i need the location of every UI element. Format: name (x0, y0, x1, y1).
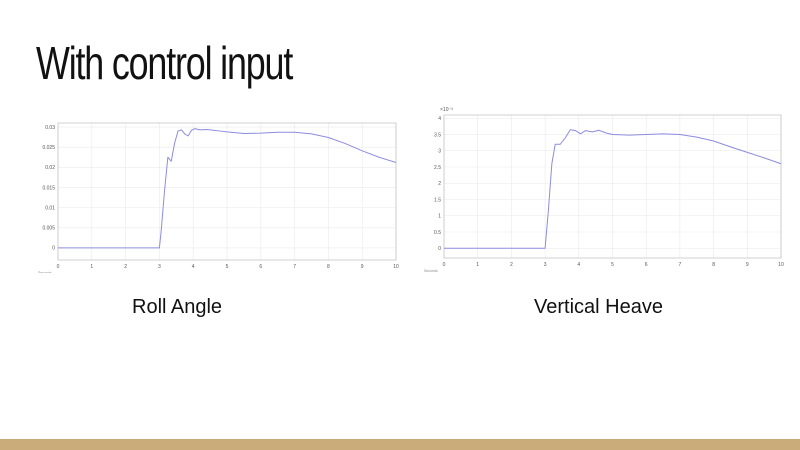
x-tick-label: 9 (361, 264, 364, 270)
plot-frame (57, 122, 397, 261)
x-tick-label: 4 (577, 262, 580, 268)
x-tick-label: 1 (476, 262, 479, 268)
x-tick-label: 2 (124, 264, 127, 270)
x-tick-label: 5 (611, 262, 614, 268)
x-tick-label: 6 (259, 264, 262, 270)
x-tick-label: 10 (393, 264, 399, 270)
y-tick-label: 2.5 (434, 165, 441, 171)
y-tick-label: 0.005 (42, 226, 55, 232)
x-tick-label: 3 (544, 262, 547, 268)
plot-frame (443, 114, 782, 259)
y-tick-label: 3.5 (434, 132, 441, 138)
y-tick-label: 0.5 (434, 230, 441, 236)
x-tick-label: 3 (158, 264, 161, 270)
series-line (444, 129, 782, 249)
x-tick-label: 7 (679, 262, 682, 268)
vertical-heave-chart: 0 1 2 3 4 5 6 7 8 9 10 0 0.5 1 1.5 2 2.5 3 3.5 4 Seconds ×10⁻… (424, 105, 788, 273)
x-tick-label: 5 (226, 264, 229, 270)
y-tick-label: 0.025 (42, 145, 55, 151)
x-tick-label: 4 (192, 264, 195, 270)
x-tick-label: 0 (443, 262, 446, 268)
vertical-heave-chart-svg: 0 1 2 3 4 5 6 7 8 9 10 0 0.5 1 1.5 2 2.5 3 3.5 4 Seconds ×10⁻… (424, 107, 784, 273)
x-axis-note: Seconds (38, 271, 52, 273)
footer-bar (0, 439, 800, 450)
series-line (58, 128, 397, 249)
y-tick-label: 0.01 (45, 205, 55, 211)
x-tick-label: 1 (90, 264, 93, 270)
x-tick-label: 0 (57, 264, 60, 270)
y-tick-label: 2 (438, 181, 441, 187)
y-tick-label: 0.03 (45, 125, 55, 131)
roll-angle-chart: 0 1 2 3 4 5 6 7 8 9 10 0 0.005 0.01 0.015 0.02 0.025 0.03… (36, 117, 400, 273)
x-tick-label: 2 (510, 262, 513, 268)
roll-angle-chart-svg: 0 1 2 3 4 5 6 7 8 9 10 0 0.005 0.01 0.015 0.02 0.025 0.03… (38, 122, 399, 273)
y-tick-label: 0 (52, 246, 55, 252)
x-axis-note: Seconds (424, 269, 438, 273)
x-tick-label: 10 (778, 262, 784, 268)
y-tick-label: 3 (438, 149, 441, 155)
roll-angle-caption: Roll Angle (132, 296, 223, 318)
x-tick-label: 7 (293, 264, 296, 270)
x-tick-label: 8 (327, 264, 330, 270)
y-tick-label: 1.5 (434, 197, 441, 203)
y-tick-label: 0 (438, 246, 441, 252)
vertical-heave-caption: Vertical Heave (534, 296, 663, 318)
slide-title: With control input (36, 37, 293, 89)
y-tick-label: 1 (438, 214, 441, 220)
y-tick-label: 0.02 (45, 165, 55, 171)
y-tick-label: 4 (438, 116, 441, 122)
x-tick-label: 6 (645, 262, 648, 268)
y-tick-label: 0.015 (42, 185, 55, 191)
x-tick-label: 9 (746, 262, 749, 268)
y-axis-multiplier: ×10⁻³ (440, 107, 453, 113)
x-tick-label: 8 (712, 262, 715, 268)
